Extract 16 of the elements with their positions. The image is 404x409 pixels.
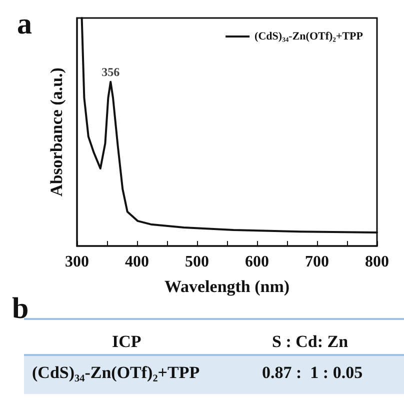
text: (CdS)₃₄-Zn(OTf)₂+TPP [32,363,200,383]
x-tick-label: 800 [365,254,389,270]
text: b [12,292,29,326]
legend-label: (CdS)₃₄-Zn(OTf)₂+TPP [254,30,364,42]
text: 0.87 : 1 : 0.05 [262,363,363,383]
y-axis-title: Absorbance (a.u.) [47,68,66,196]
text: ICP [112,332,142,352]
x-axis-title: Wavelength (nm) [164,277,290,296]
x-tick-label: 600 [245,254,269,270]
annotation: 356 [102,64,120,79]
x-tick-label: 500 [185,254,209,270]
x-tick-label: 400 [125,254,149,270]
x-tick-label: 700 [305,254,329,270]
text: S : Cd: Zn [272,332,348,352]
x-tick-label: 300 [65,254,89,270]
chart-title: a [17,8,32,40]
